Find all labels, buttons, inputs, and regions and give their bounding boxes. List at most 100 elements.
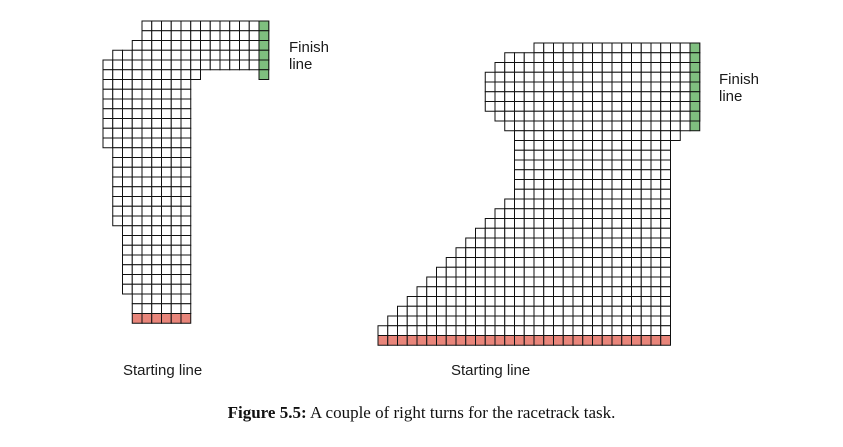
track-cell xyxy=(514,227,525,239)
track-cell xyxy=(553,247,564,258)
track-cell xyxy=(553,286,564,297)
track-cell xyxy=(141,196,153,207)
track-cell xyxy=(494,91,506,102)
track-cell xyxy=(239,30,250,41)
track-cell xyxy=(180,157,192,168)
track-cell xyxy=(533,169,545,180)
track-cell xyxy=(239,40,250,51)
track-cell xyxy=(679,71,691,83)
track-cell xyxy=(523,81,535,93)
track-cell xyxy=(122,108,133,119)
track-cell xyxy=(141,235,153,246)
track-cell xyxy=(387,325,398,336)
track-cell xyxy=(631,286,642,297)
track-cell xyxy=(504,237,515,249)
track-cell xyxy=(504,296,515,307)
track-cell xyxy=(523,208,535,219)
track-cell xyxy=(484,296,496,307)
track-cell xyxy=(122,118,133,129)
track-cell xyxy=(640,198,652,210)
track-cell xyxy=(504,120,515,132)
track-cell xyxy=(170,196,182,207)
track-cell xyxy=(562,315,574,327)
track-cell xyxy=(151,166,162,178)
track-cell xyxy=(514,286,525,297)
track-cell xyxy=(122,264,133,275)
track-cell xyxy=(543,247,554,258)
track-cell xyxy=(484,305,496,317)
track-cell xyxy=(465,257,476,268)
track-cell xyxy=(543,305,554,317)
track-cell xyxy=(102,127,114,139)
track-cell xyxy=(601,237,613,249)
racetrack-left xyxy=(102,20,270,324)
track-cell xyxy=(514,218,525,229)
track-cell xyxy=(141,137,153,149)
track-cell xyxy=(514,140,525,151)
track-cell xyxy=(592,179,603,190)
track-cell xyxy=(397,315,408,327)
track-cell xyxy=(611,101,623,112)
track-cell xyxy=(494,71,506,83)
start-line-cell xyxy=(377,335,389,346)
track-cell xyxy=(131,303,143,314)
track-cell xyxy=(582,81,593,93)
track-cell xyxy=(611,110,623,122)
track-cell xyxy=(601,286,613,297)
track-cell xyxy=(611,257,623,268)
track-cell xyxy=(523,91,535,102)
track-cell xyxy=(122,186,133,197)
track-cell xyxy=(650,315,662,327)
track-cell xyxy=(161,157,172,168)
track-cell xyxy=(151,205,162,217)
track-cell xyxy=(170,88,182,100)
track-cell xyxy=(660,227,671,239)
track-cell xyxy=(679,91,691,102)
track-cell xyxy=(494,81,506,93)
track-cell xyxy=(631,159,642,171)
track-cell xyxy=(141,88,153,100)
track-cell xyxy=(406,296,418,307)
track-cell xyxy=(533,325,545,336)
track-cell xyxy=(523,237,535,249)
track-cell xyxy=(582,257,593,268)
track-cell xyxy=(122,59,133,71)
track-cell xyxy=(601,315,613,327)
track-cell xyxy=(131,235,143,246)
track-cell xyxy=(562,130,574,141)
track-cell xyxy=(426,286,437,297)
finish-line-cell xyxy=(258,40,270,51)
track-cell xyxy=(112,69,123,80)
track-cell xyxy=(533,120,545,132)
track-cell xyxy=(533,140,545,151)
track-cell xyxy=(660,52,671,63)
track-cell xyxy=(229,20,240,32)
track-cell xyxy=(572,130,584,141)
track-cell xyxy=(533,227,545,239)
track-cell xyxy=(553,198,564,210)
track-cell xyxy=(151,254,162,266)
track-cell xyxy=(543,266,554,278)
track-cell xyxy=(679,62,691,73)
track-cell xyxy=(562,81,574,93)
track-cell xyxy=(640,227,652,239)
track-cell xyxy=(562,257,574,268)
track-cell xyxy=(670,101,681,112)
track-cell xyxy=(543,179,554,190)
track-cell xyxy=(611,218,623,229)
track-cell xyxy=(621,159,632,171)
track-cell xyxy=(592,62,603,73)
track-cell xyxy=(112,166,123,178)
track-cell xyxy=(650,305,662,317)
track-cell xyxy=(445,296,457,307)
track-cell xyxy=(572,227,584,239)
track-cell xyxy=(543,286,554,297)
track-cell xyxy=(200,40,211,51)
track-cell xyxy=(523,286,535,297)
start-line-cell xyxy=(523,335,535,346)
track-cell xyxy=(553,227,564,239)
track-cell xyxy=(397,325,408,336)
track-cell xyxy=(660,325,671,336)
track-cell xyxy=(151,30,162,41)
track-cell xyxy=(553,91,564,102)
